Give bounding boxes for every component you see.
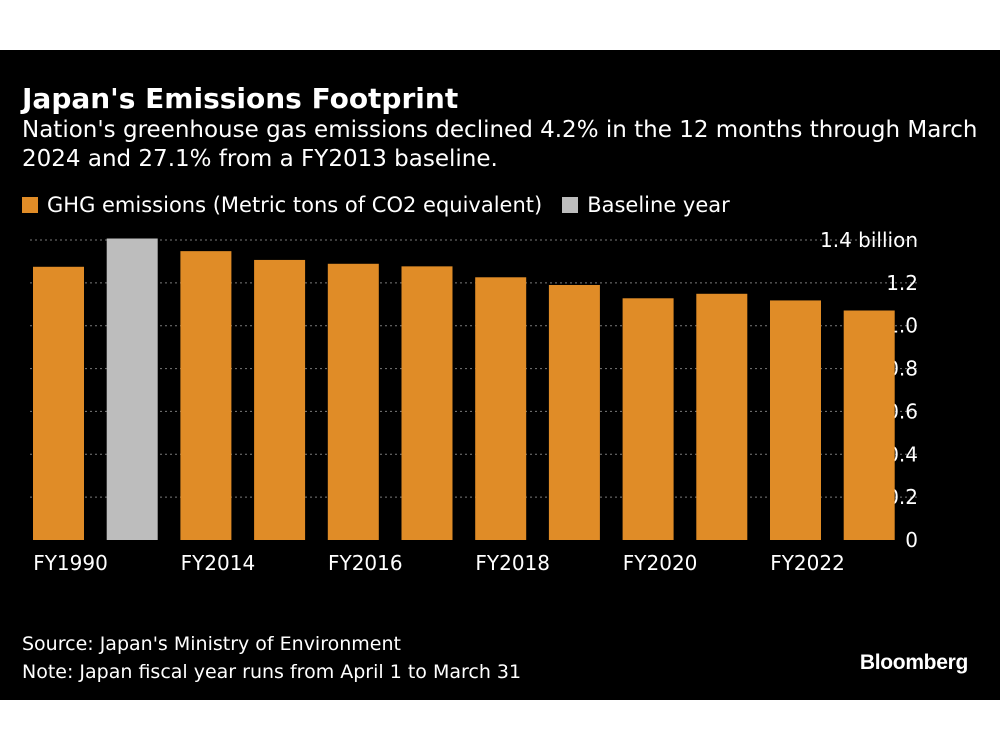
bar-fy2014 <box>180 251 232 540</box>
y-tick-label: 1.4 billion <box>820 228 918 252</box>
chart-title: Japan's Emissions Footprint <box>22 82 459 115</box>
y-tick-label: 1.2 <box>886 271 918 295</box>
x-tick-label: FY2022 <box>770 551 845 575</box>
chart-subtitle: Nation's greenhouse gas emissions declin… <box>22 117 978 172</box>
legend-item-baseline-year: Baseline year <box>562 193 730 217</box>
legend-swatch-ghg-emissions <box>22 197 38 213</box>
bar-fy2017 <box>401 266 453 540</box>
legend-item-ghg-emissions: GHG emissions (Metric tons of CO2 equiva… <box>22 193 542 217</box>
bar-fy1990 <box>33 266 84 540</box>
bar-fy2023 <box>843 310 895 540</box>
bar-fy2021 <box>696 293 748 540</box>
x-tick-label: FY2016 <box>328 551 403 575</box>
chart-canvas: Japan's Emissions Footprint Nation's gre… <box>0 50 1000 700</box>
chart-footer: Source: Japan's Ministry of Environment … <box>22 630 521 686</box>
bar-fy2013 <box>106 238 158 540</box>
bar-fy2018 <box>475 277 527 540</box>
x-tick-label: FY2020 <box>623 551 698 575</box>
x-tick-label: FY2014 <box>181 551 256 575</box>
x-tick-label: FY1990 <box>33 551 108 575</box>
bar-fy2015 <box>254 259 306 540</box>
chart-legend: GHG emissions (Metric tons of CO2 equiva… <box>22 190 750 220</box>
bar-fy2020 <box>622 298 674 540</box>
x-tick-label: FY2018 <box>475 551 550 575</box>
legend-label-ghg-emissions: GHG emissions (Metric tons of CO2 equiva… <box>47 193 543 217</box>
legend-label-baseline-year: Baseline year <box>587 193 730 217</box>
bar-fy2019 <box>548 285 600 540</box>
y-tick-label: 0 <box>905 528 918 552</box>
bloomberg-logo: Bloomberg <box>859 651 968 674</box>
bar-fy2016 <box>327 263 379 540</box>
fiscal-year-note: Note: Japan fiscal year runs from April … <box>22 661 522 683</box>
bar-fy2022 <box>770 300 821 540</box>
legend-swatch-baseline-year <box>562 197 579 213</box>
source-note: Source: Japan's Ministry of Environment <box>22 633 401 655</box>
